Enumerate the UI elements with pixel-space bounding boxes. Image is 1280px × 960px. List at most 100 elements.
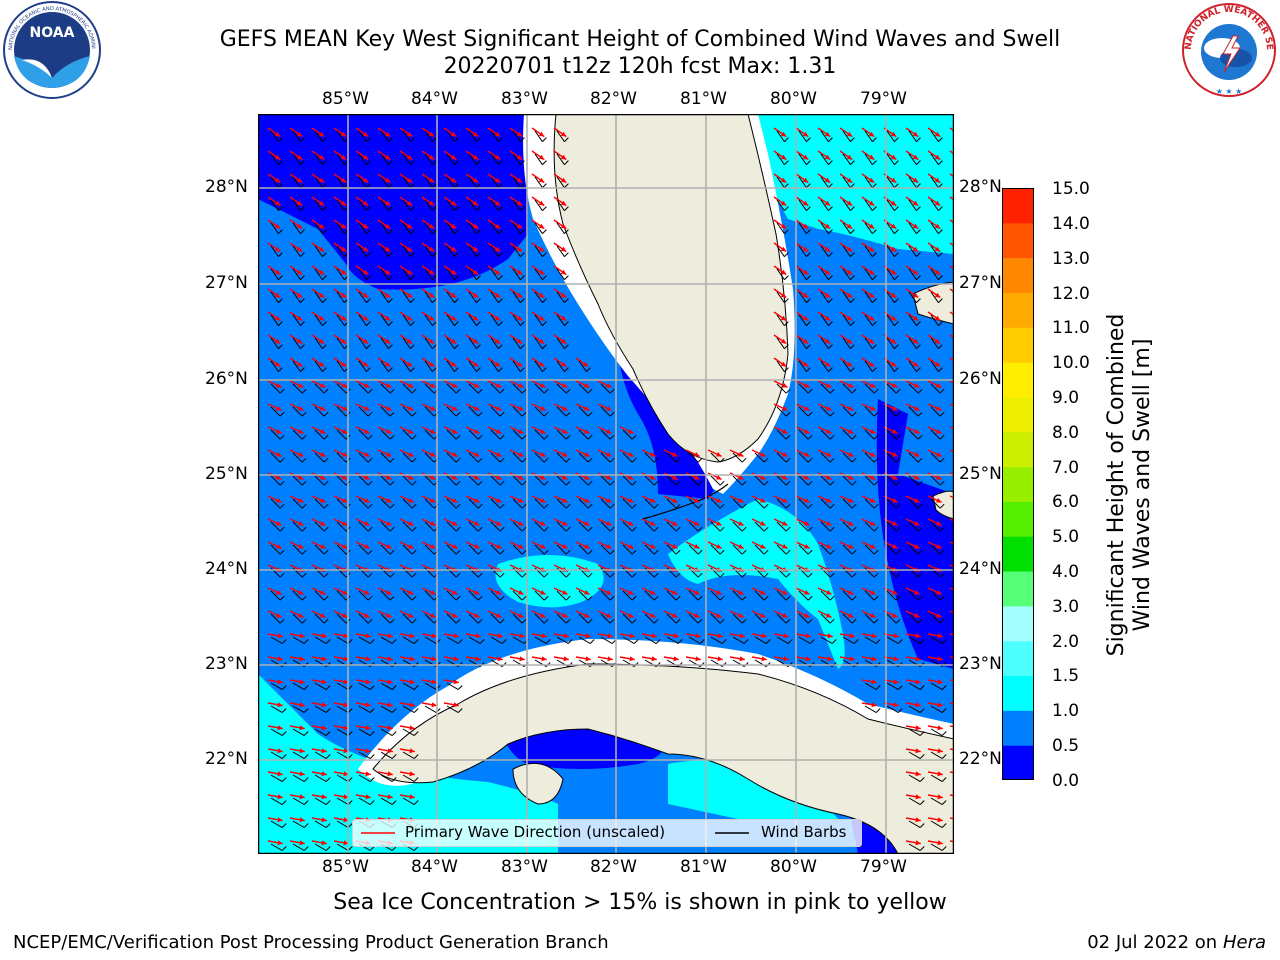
wave-arrow-head bbox=[824, 246, 831, 252]
wave-arrow-head bbox=[430, 428, 436, 434]
wave-arrow-head bbox=[276, 497, 282, 503]
wind-barb bbox=[358, 429, 373, 440]
wind-barb bbox=[842, 383, 857, 394]
wind-barb bbox=[380, 222, 393, 235]
wave-direction-arrow bbox=[949, 449, 954, 453]
wind-barb bbox=[402, 291, 415, 304]
wind-barb bbox=[402, 222, 415, 235]
wind-barb bbox=[358, 590, 373, 601]
wind-barb bbox=[446, 360, 459, 373]
wave-arrow-head bbox=[585, 656, 591, 662]
wave-arrow-head bbox=[450, 269, 457, 275]
wave-arrow-head bbox=[716, 497, 722, 503]
wave-arrow-head bbox=[494, 223, 501, 229]
wave-arrow-head bbox=[890, 154, 897, 160]
colorbar-frame bbox=[1002, 188, 1034, 780]
wave-arrow-head bbox=[562, 612, 568, 618]
wave-arrow-head bbox=[584, 382, 590, 388]
colorbar-tick: 11.0 bbox=[1052, 318, 1090, 338]
wave-arrow-head bbox=[430, 612, 436, 618]
wind-barb bbox=[292, 314, 305, 327]
wind-barb bbox=[292, 728, 309, 736]
wave-arrow-head bbox=[428, 223, 435, 229]
wave-arrow-head bbox=[914, 520, 920, 526]
wave-arrow-head bbox=[560, 154, 567, 160]
wind-barb bbox=[314, 176, 327, 189]
wind-barb bbox=[358, 406, 373, 417]
wave-arrow-head bbox=[915, 702, 921, 708]
wind-barb bbox=[710, 636, 727, 644]
wave-arrow-head bbox=[780, 361, 787, 367]
wind-barb bbox=[600, 383, 615, 394]
wave-arrow-head bbox=[890, 200, 897, 206]
wind-barb bbox=[776, 222, 789, 235]
wave-direction-arrow bbox=[949, 817, 954, 820]
wave-arrow-head bbox=[824, 361, 831, 367]
wave-arrow-head bbox=[936, 612, 942, 618]
wind-barb bbox=[600, 475, 615, 486]
wave-arrow-head bbox=[274, 269, 281, 275]
lon-label-top-82w: 82°W bbox=[590, 89, 637, 109]
wind-barb bbox=[666, 521, 681, 532]
wave-arrow-head bbox=[824, 154, 831, 160]
wave-arrow-head bbox=[516, 131, 523, 137]
wind-barb bbox=[314, 222, 327, 235]
wave-arrow-head bbox=[584, 543, 590, 549]
lon-label-top-84w: 84°W bbox=[411, 89, 458, 109]
lon-label-top-80w: 80°W bbox=[770, 89, 817, 109]
wind-barb bbox=[314, 774, 331, 782]
wave-arrow-head bbox=[453, 633, 459, 639]
wind-barb bbox=[622, 636, 639, 644]
wind-barb bbox=[292, 268, 305, 281]
colorbar-segment bbox=[1002, 571, 1034, 607]
wind-barb bbox=[490, 383, 505, 394]
wave-arrow-head bbox=[518, 612, 524, 618]
wave-arrow-head bbox=[365, 794, 371, 800]
colorbar-segment bbox=[1002, 710, 1034, 746]
wave-arrow-head bbox=[802, 177, 809, 183]
wave-arrow-head bbox=[277, 656, 283, 662]
wave-arrow-head bbox=[607, 633, 613, 639]
wave-arrow-head bbox=[738, 474, 744, 480]
wind-barb bbox=[512, 130, 525, 143]
wind-barb bbox=[820, 498, 835, 509]
colorbar-tick: 4.0 bbox=[1052, 562, 1080, 582]
wind-barb bbox=[886, 452, 901, 463]
wave-arrow-head bbox=[274, 154, 281, 160]
wave-arrow-head bbox=[364, 589, 370, 595]
wave-arrow-head bbox=[870, 451, 876, 457]
wave-arrow-head bbox=[541, 656, 547, 662]
wave-arrow-head bbox=[629, 656, 635, 662]
wave-arrow-head bbox=[320, 589, 326, 595]
wind-barb bbox=[578, 406, 593, 417]
wave-arrow-head bbox=[694, 589, 700, 595]
colorbar-segment bbox=[1002, 257, 1034, 293]
wave-arrow-head bbox=[276, 543, 282, 549]
wave-arrow-head bbox=[584, 497, 590, 503]
wind-barb bbox=[930, 590, 945, 601]
wave-arrow-head bbox=[538, 200, 545, 206]
wave-arrow-head bbox=[802, 315, 809, 321]
wave-arrow-head bbox=[868, 269, 875, 275]
wind-barb bbox=[336, 843, 353, 851]
wave-arrow-head bbox=[802, 131, 809, 137]
colorbar-segment bbox=[1002, 396, 1034, 433]
wind-barb bbox=[380, 245, 393, 258]
wave-direction-arrow bbox=[949, 173, 954, 178]
wave-arrow-head bbox=[406, 131, 413, 137]
wave-arrow-head bbox=[296, 315, 303, 321]
wind-barb bbox=[512, 245, 525, 258]
wind-barb bbox=[380, 452, 395, 463]
wave-arrow-head bbox=[277, 725, 283, 731]
wave-arrow-head bbox=[892, 612, 898, 618]
wave-direction-arrow bbox=[949, 288, 954, 293]
wind-barb bbox=[908, 268, 921, 281]
wave-arrow-head bbox=[342, 428, 348, 434]
wave-arrow-head bbox=[805, 633, 811, 639]
wave-arrow-head bbox=[474, 497, 480, 503]
wind-barb bbox=[842, 314, 855, 327]
wave-arrow-head bbox=[428, 246, 435, 252]
wind-barb bbox=[402, 544, 417, 555]
wave-arrow-head bbox=[274, 131, 281, 137]
wave-arrow-head bbox=[915, 817, 921, 823]
